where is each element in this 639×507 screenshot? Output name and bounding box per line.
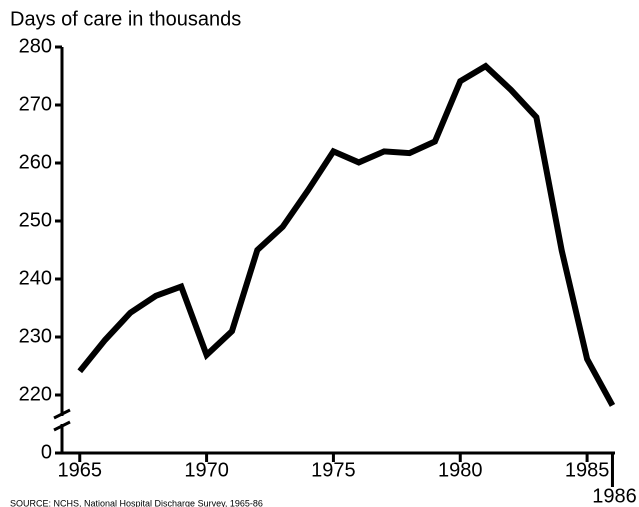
axis-break-gap xyxy=(54,416,70,424)
y-tick-label: 240 xyxy=(19,267,52,289)
y-tick-label: 230 xyxy=(19,325,52,347)
y-tick-label: 260 xyxy=(19,151,52,173)
y-tick-label: 0 xyxy=(41,441,52,463)
x-tick-label: 1986 xyxy=(592,485,637,507)
x-tick-label: 1985 xyxy=(565,459,610,481)
chart-title: Days of care in thousands xyxy=(10,8,241,30)
axis-break-mark xyxy=(53,408,71,420)
x-tick-label: 1970 xyxy=(184,459,229,481)
y-tick-label: 220 xyxy=(19,383,52,405)
x-tick-label: 1965 xyxy=(58,459,103,481)
y-tick-label: 270 xyxy=(19,93,52,115)
x-tick-label: 1980 xyxy=(438,459,483,481)
y-tick-label: 280 xyxy=(19,35,52,57)
axis-break-mark xyxy=(53,420,71,432)
x-tick-label: 1975 xyxy=(311,459,356,481)
data-line xyxy=(77,62,616,407)
source-note: SOURCE: NCHS, National Hospital Discharg… xyxy=(10,498,263,507)
y-tick-label: 250 xyxy=(19,209,52,231)
